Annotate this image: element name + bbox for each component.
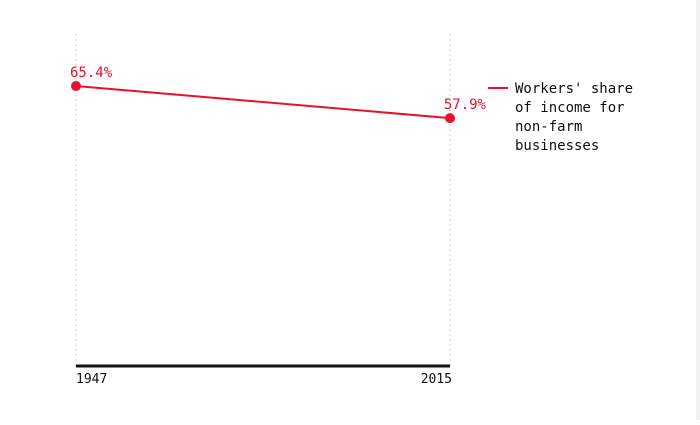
data-label: 65.4%	[70, 65, 113, 81]
data-point	[445, 113, 455, 124]
right-edge-border	[696, 0, 700, 420]
x-tick-label: 2015	[421, 372, 452, 387]
series-line	[75, 85, 451, 120]
legend-label-line: non-farm	[515, 119, 582, 135]
data-point	[71, 81, 81, 91]
legend-label-line: of income for	[515, 100, 625, 116]
legend-label-line: businesses	[515, 138, 599, 154]
legend-label-line: Workers' share	[515, 81, 633, 97]
x-tick-label: 1947	[76, 372, 107, 387]
data-label: 57.9%	[444, 97, 487, 113]
